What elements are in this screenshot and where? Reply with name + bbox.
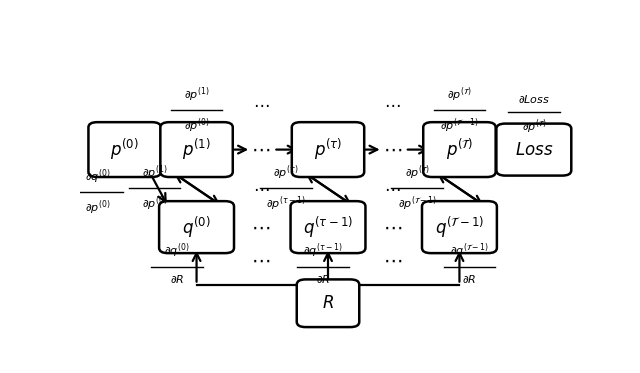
Text: $\partial p^{(0)}$: $\partial p^{(0)}$: [141, 195, 167, 213]
Text: $\partial p^{(\mathcal{T})}$: $\partial p^{(\mathcal{T})}$: [405, 163, 429, 182]
Text: $\cdots$: $\cdots$: [383, 251, 402, 270]
Text: $\partial R$: $\partial R$: [170, 273, 184, 285]
FancyBboxPatch shape: [423, 122, 495, 177]
Text: $q^{(0)}$: $q^{(0)}$: [182, 214, 211, 240]
Text: $\partial p^{(\mathcal{T}-1)}$: $\partial p^{(\mathcal{T}-1)}$: [440, 116, 479, 135]
FancyBboxPatch shape: [422, 201, 497, 253]
FancyBboxPatch shape: [497, 123, 572, 176]
FancyBboxPatch shape: [88, 122, 161, 177]
Text: $\cdots$: $\cdots$: [252, 251, 271, 270]
Text: $\partial p^{(\mathcal{T})}$: $\partial p^{(\mathcal{T})}$: [522, 118, 546, 137]
Text: $\partial Loss$: $\partial Loss$: [518, 93, 550, 105]
Text: $R$: $R$: [322, 294, 334, 312]
Text: $\partial p^{(0)}$: $\partial p^{(0)}$: [84, 198, 110, 217]
Text: $q^{(\tau-1)}$: $q^{(\tau-1)}$: [303, 214, 353, 240]
Text: $\cdots$: $\cdots$: [252, 140, 271, 159]
Text: $\cdots$: $\cdots$: [383, 217, 402, 236]
Text: $\partial q^{(0)}$: $\partial q^{(0)}$: [84, 167, 110, 186]
FancyBboxPatch shape: [297, 279, 359, 327]
Text: $\partial p^{(\mathcal{T})}$: $\partial p^{(\mathcal{T})}$: [447, 85, 472, 104]
Text: $\cdots$: $\cdots$: [384, 95, 401, 113]
Text: $\partial p^{(1)}$: $\partial p^{(1)}$: [141, 163, 167, 182]
FancyBboxPatch shape: [161, 122, 233, 177]
Text: $p^{(\mathcal{T})}$: $p^{(\mathcal{T})}$: [445, 137, 473, 162]
Text: $q^{(\mathcal{T}-1)}$: $q^{(\mathcal{T}-1)}$: [435, 214, 484, 240]
Text: $\partial R$: $\partial R$: [462, 273, 477, 285]
Text: $\partial q^{(0)}$: $\partial q^{(0)}$: [164, 242, 189, 260]
Text: $p^{(0)}$: $p^{(0)}$: [110, 137, 139, 162]
FancyBboxPatch shape: [292, 122, 364, 177]
Text: $\partial p^{(\tau)}$: $\partial p^{(\tau)}$: [273, 163, 298, 182]
Text: $\partial q^{(\tau-1)}$: $\partial q^{(\tau-1)}$: [303, 242, 343, 260]
Text: $\partial p^{(\tau-1)}$: $\partial p^{(\tau-1)}$: [266, 195, 306, 213]
Text: $\partial p^{(\mathcal{T}-1)}$: $\partial p^{(\mathcal{T}-1)}$: [397, 195, 437, 213]
Text: $\cdots$: $\cdots$: [383, 140, 402, 159]
Text: $\partial p^{(1)}$: $\partial p^{(1)}$: [184, 85, 209, 104]
Text: $\partial p^{(0)}$: $\partial p^{(0)}$: [184, 116, 209, 135]
Text: $\cdots$: $\cdots$: [384, 179, 401, 197]
Text: $Loss$: $Loss$: [515, 141, 553, 159]
FancyBboxPatch shape: [291, 201, 365, 253]
Text: $\cdots$: $\cdots$: [253, 179, 269, 197]
Text: $\partial q^{(\mathcal{T}-1)}$: $\partial q^{(\mathcal{T}-1)}$: [450, 242, 489, 260]
Text: $\partial R$: $\partial R$: [316, 273, 330, 285]
Text: $p^{(\tau)}$: $p^{(\tau)}$: [314, 137, 342, 162]
Text: $\cdots$: $\cdots$: [253, 95, 269, 113]
Text: $\cdots$: $\cdots$: [252, 217, 271, 236]
FancyBboxPatch shape: [159, 201, 234, 253]
Text: $p^{(1)}$: $p^{(1)}$: [182, 137, 211, 162]
